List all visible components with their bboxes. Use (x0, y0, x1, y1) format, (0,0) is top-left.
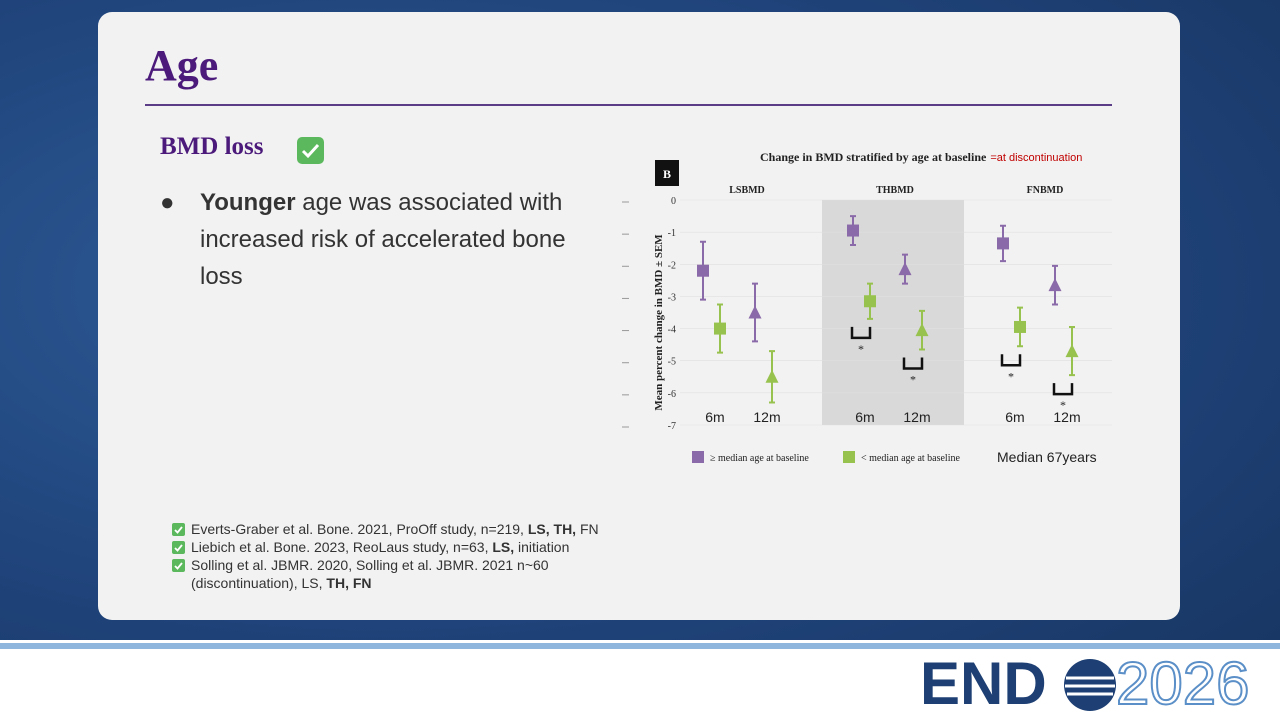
marker (697, 264, 709, 277)
legend-swatch (692, 451, 704, 463)
y-axis-title: Mean percent change in BMD ± SEM (653, 234, 665, 411)
panel-label: B (663, 167, 671, 181)
reference-text: LS, (492, 539, 515, 555)
reference-text: Everts-Graber et al. Bone. 2021, ProOff … (191, 521, 528, 537)
marker (765, 369, 779, 383)
chart-title-main: Change in BMD stratified by age at basel… (760, 150, 987, 164)
x-tick-label: 6m (705, 409, 724, 425)
references: Everts-Graber et al. Bone. 2021, ProOff … (172, 520, 602, 592)
significance-bracket (850, 326, 872, 340)
y-tick-label: -7 (668, 421, 676, 432)
logo-globe (1064, 659, 1116, 711)
significance-star: * (1060, 398, 1066, 412)
check-icon (172, 541, 185, 554)
y-tick-label: 0 (671, 196, 676, 207)
x-tick-label: 12m (753, 409, 780, 425)
panel-label-box (655, 160, 679, 186)
legend-label: ≥ median age at baseline (710, 453, 809, 464)
footer-line (0, 643, 1280, 649)
y-tick-label: -3 (668, 292, 676, 303)
y-tick-label: -2 (668, 260, 676, 271)
marker (898, 262, 912, 276)
check-icon (172, 523, 185, 536)
chart: B Change in BMD stratified by age at base… (622, 150, 1112, 465)
marker (997, 237, 1009, 250)
slide-title: Age (145, 41, 219, 90)
check-icon (172, 559, 185, 572)
significance-bracket (1052, 383, 1074, 396)
legend-label: < median age at baseline (861, 453, 960, 464)
marker (714, 322, 726, 335)
reference-text: initiation (514, 539, 570, 555)
y-tick-label: -6 (668, 389, 676, 400)
group-label: LSBMD (729, 185, 765, 196)
reference-text: Liebich et al. Bone. 2023, ReoLaus study… (191, 539, 493, 555)
y-tick-label: -1 (668, 228, 676, 239)
significance-star: * (1008, 369, 1014, 383)
reference-text: Solling et al. JBMR. 2020, Solling et al… (191, 557, 549, 591)
check-icon (297, 137, 324, 164)
chart-title: Change in BMD stratified by age at basel… (760, 150, 1082, 164)
x-tick-label: 12m (903, 409, 930, 425)
significance-star: * (858, 342, 864, 356)
logo: END 2026 (920, 649, 1250, 718)
x-tick-label: 12m (1053, 409, 1080, 425)
marker (1014, 320, 1026, 333)
marker (1065, 344, 1079, 358)
bullet-rest: age was associated with increased risk o… (200, 189, 566, 290)
reference: Solling et al. JBMR. 2020, Solling et al… (172, 556, 602, 592)
logo-year: 2026 (1116, 650, 1249, 717)
chart-title-note: =at discontinuation (990, 152, 1082, 164)
reference: Everts-Graber et al. Bone. 2021, ProOff … (172, 520, 602, 538)
section-heading: BMD loss (160, 133, 264, 160)
x-tick-label: 6m (1005, 409, 1024, 425)
y-tick-label: -4 (668, 325, 676, 336)
group-label: FNBMD (1027, 185, 1064, 196)
panel-shade (822, 200, 964, 425)
title-rule (145, 104, 1112, 106)
legend-swatch (843, 451, 855, 463)
marker (847, 224, 859, 237)
footer: END 2026 (0, 640, 1280, 720)
y-tick-label: -5 (668, 357, 676, 368)
significance-star: * (910, 372, 916, 386)
slide-card (98, 12, 1180, 620)
logo-brand: END (920, 650, 1047, 717)
marker (864, 295, 876, 308)
bullet-bold: Younger (200, 189, 296, 216)
reference: Liebich et al. Bone. 2023, ReoLaus study… (172, 538, 602, 556)
reference-text: LS, TH, (527, 521, 577, 537)
marker (915, 323, 929, 337)
bullet-text: Younger age was associated with increase… (200, 184, 600, 295)
reference-text: TH, FN (326, 575, 372, 591)
marker (748, 305, 762, 319)
significance-bracket (1000, 354, 1022, 367)
reference-text: FN (576, 521, 599, 537)
group-label: THBMD (876, 185, 914, 196)
bullet-dot: ● (160, 189, 175, 216)
significance-bracket (902, 357, 924, 370)
marker (1048, 278, 1062, 292)
x-tick-label: 6m (855, 409, 874, 425)
median-note: Median 67years (997, 449, 1097, 465)
